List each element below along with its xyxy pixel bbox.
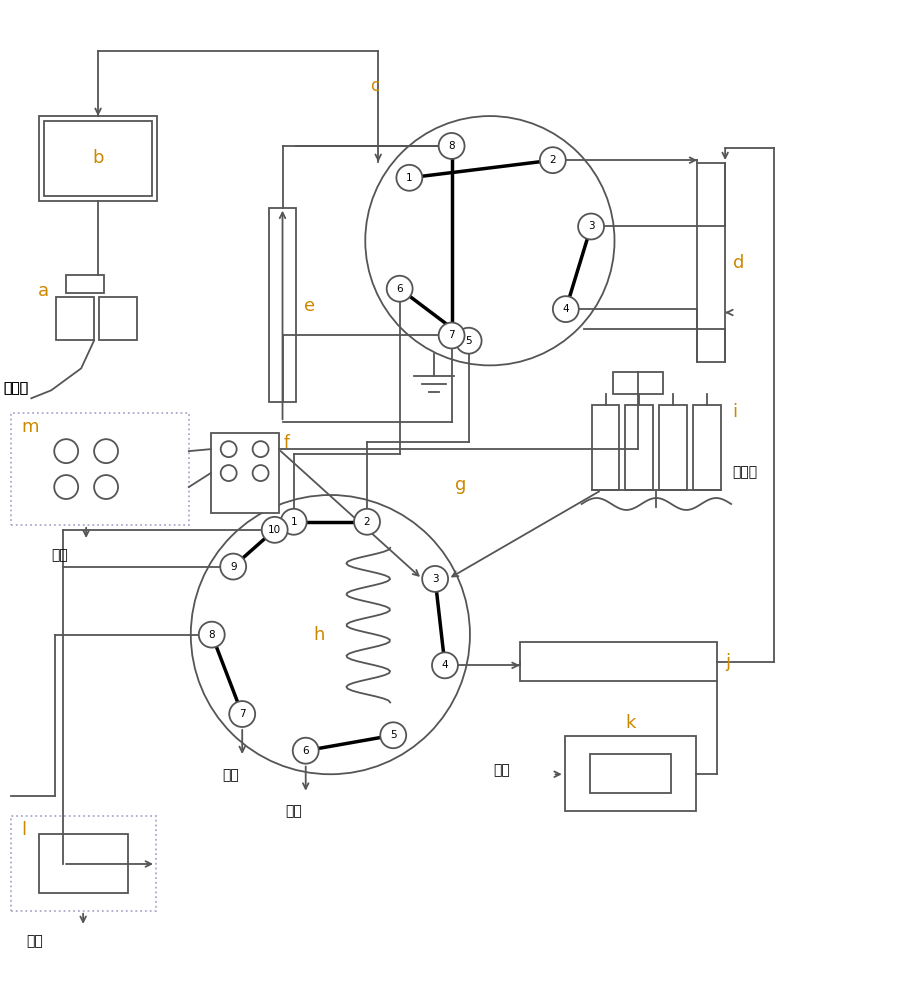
Text: 9: 9	[230, 562, 236, 572]
Circle shape	[381, 722, 406, 748]
Text: 8: 8	[448, 141, 455, 151]
Circle shape	[54, 475, 78, 499]
Text: a: a	[38, 282, 50, 300]
Text: 10: 10	[268, 525, 281, 535]
FancyBboxPatch shape	[40, 116, 157, 201]
Circle shape	[262, 517, 288, 543]
FancyBboxPatch shape	[211, 433, 279, 513]
Text: k: k	[625, 714, 636, 732]
Circle shape	[220, 554, 246, 580]
Text: l: l	[22, 821, 26, 839]
FancyBboxPatch shape	[40, 834, 128, 893]
Circle shape	[198, 622, 225, 648]
Text: d: d	[733, 254, 744, 272]
Text: 1: 1	[290, 517, 297, 527]
Text: 废液: 废液	[222, 768, 239, 782]
Circle shape	[438, 133, 465, 159]
Text: 废液: 废液	[51, 548, 68, 562]
FancyBboxPatch shape	[694, 405, 722, 490]
Circle shape	[438, 323, 465, 348]
Circle shape	[578, 214, 604, 239]
Text: j: j	[725, 653, 731, 671]
FancyBboxPatch shape	[697, 163, 725, 362]
Circle shape	[432, 652, 458, 678]
FancyBboxPatch shape	[659, 405, 687, 490]
FancyBboxPatch shape	[12, 816, 156, 911]
FancyBboxPatch shape	[66, 275, 104, 293]
Text: 3: 3	[432, 574, 438, 584]
FancyBboxPatch shape	[590, 754, 671, 793]
Text: 2: 2	[549, 155, 557, 165]
Circle shape	[293, 738, 318, 764]
Circle shape	[456, 328, 482, 354]
Text: 6: 6	[396, 284, 403, 294]
Text: 7: 7	[448, 330, 455, 340]
Circle shape	[422, 566, 448, 592]
Text: 废液: 废液	[286, 805, 302, 819]
Text: 废液: 废液	[492, 763, 510, 777]
Text: 2: 2	[364, 517, 371, 527]
Circle shape	[539, 147, 566, 173]
Circle shape	[94, 475, 118, 499]
Text: 5: 5	[390, 730, 397, 740]
Circle shape	[54, 439, 78, 463]
Circle shape	[387, 276, 412, 302]
Text: 4: 4	[563, 304, 569, 314]
Text: b: b	[92, 149, 104, 167]
Text: m: m	[22, 418, 39, 436]
Text: i: i	[732, 403, 737, 421]
Text: 6: 6	[302, 746, 309, 756]
Text: g: g	[455, 476, 466, 494]
Text: 流动相: 流动相	[732, 465, 758, 479]
FancyBboxPatch shape	[56, 297, 94, 340]
Circle shape	[221, 465, 236, 481]
Circle shape	[365, 116, 614, 365]
FancyBboxPatch shape	[44, 121, 152, 196]
Text: 流动相: 流动相	[4, 381, 29, 395]
FancyBboxPatch shape	[520, 642, 717, 681]
Text: 4: 4	[442, 660, 448, 670]
Text: c: c	[370, 77, 380, 95]
FancyBboxPatch shape	[565, 736, 696, 811]
Text: 7: 7	[239, 709, 245, 719]
Text: 流动相: 流动相	[4, 381, 29, 395]
Text: f: f	[283, 434, 290, 452]
Circle shape	[94, 439, 118, 463]
Circle shape	[553, 296, 579, 322]
FancyBboxPatch shape	[12, 413, 189, 525]
Circle shape	[281, 509, 307, 535]
Circle shape	[229, 701, 255, 727]
FancyBboxPatch shape	[99, 297, 137, 340]
FancyBboxPatch shape	[269, 208, 297, 402]
FancyBboxPatch shape	[592, 405, 620, 490]
Text: h: h	[313, 626, 325, 644]
Text: 8: 8	[208, 630, 215, 640]
Circle shape	[253, 441, 269, 457]
Circle shape	[396, 165, 422, 191]
Text: 1: 1	[406, 173, 413, 183]
Text: 3: 3	[588, 221, 594, 231]
Circle shape	[253, 465, 269, 481]
FancyBboxPatch shape	[613, 372, 663, 394]
Circle shape	[221, 441, 236, 457]
Text: 废液: 废液	[26, 934, 43, 948]
Text: 5: 5	[465, 336, 472, 346]
Text: e: e	[305, 297, 316, 315]
FancyBboxPatch shape	[625, 405, 653, 490]
Circle shape	[354, 509, 380, 535]
Circle shape	[191, 495, 470, 774]
